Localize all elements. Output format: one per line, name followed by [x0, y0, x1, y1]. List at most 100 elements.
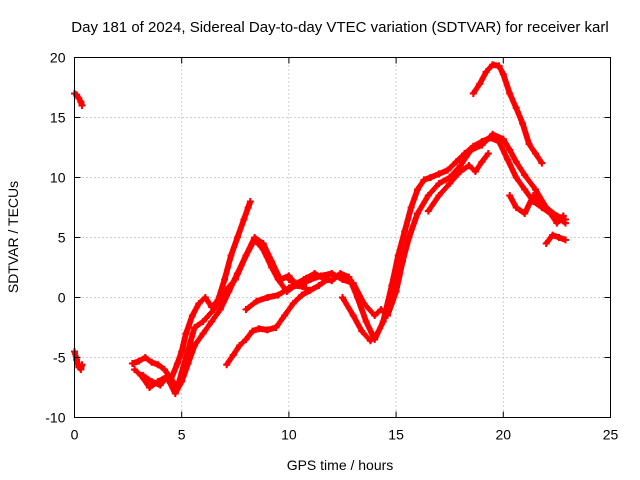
- data-point: [478, 141, 486, 149]
- data-point: [78, 102, 86, 109]
- data-point: [317, 272, 325, 280]
- data-point: [444, 166, 452, 174]
- data-point: [414, 210, 421, 217]
- data-point: [242, 252, 250, 259]
- data-point: [274, 291, 282, 299]
- data-point: [529, 192, 537, 199]
- data-point: [199, 330, 207, 337]
- y-axis-label: SDTVAR / TECUs: [5, 181, 21, 293]
- data-point: [384, 312, 391, 319]
- data-point: [542, 240, 550, 247]
- data-point: [426, 174, 434, 181]
- data-point: [512, 174, 520, 181]
- data-point: [156, 381, 164, 389]
- data-point: [236, 342, 244, 349]
- data-point: [401, 228, 409, 235]
- data-point: [173, 384, 181, 391]
- data-point: [469, 90, 477, 97]
- data-point: [242, 306, 250, 313]
- data-point: [538, 159, 546, 167]
- data-point: [264, 326, 271, 334]
- data-point: [173, 360, 181, 367]
- data-point: [328, 270, 336, 277]
- data-point: [499, 70, 507, 78]
- data-point: [251, 234, 259, 241]
- data-point: [360, 300, 368, 307]
- data-point: [362, 318, 370, 325]
- data-point: [562, 236, 569, 244]
- data-point: [547, 210, 554, 217]
- y-tick-label: 10: [50, 170, 66, 186]
- data-point: [249, 327, 256, 335]
- data-point: [298, 291, 306, 299]
- x-tick-label: 10: [281, 427, 297, 443]
- series-track-12: [506, 192, 567, 227]
- data-point: [182, 354, 190, 361]
- data-point: [154, 361, 162, 369]
- data-point: [435, 180, 443, 187]
- y-tick-label: -10: [45, 410, 65, 426]
- data-point: [208, 318, 216, 325]
- data-point: [373, 330, 381, 337]
- data-point: [131, 366, 138, 373]
- x-axis-label: GPS time / hours: [287, 457, 394, 473]
- x-tick-label: 0: [71, 427, 79, 443]
- data-point: [148, 358, 156, 366]
- data-point: [414, 186, 421, 193]
- series-track-10: [424, 150, 492, 215]
- data-point: [471, 168, 479, 175]
- data-point: [495, 62, 503, 70]
- data-point: [191, 324, 199, 331]
- data-point: [244, 204, 252, 211]
- data-point: [476, 80, 484, 88]
- data-point: [135, 357, 143, 365]
- data-point: [521, 210, 529, 217]
- data-point: [512, 204, 520, 211]
- data-point: [371, 312, 379, 319]
- data-point: [538, 198, 546, 205]
- data-point: [289, 300, 297, 307]
- data-point: [349, 279, 357, 287]
- data-point: [521, 186, 529, 193]
- data-point: [195, 300, 203, 307]
- data-point: [231, 276, 239, 283]
- series-track-13: [542, 231, 569, 247]
- data-point: [139, 372, 147, 379]
- data-point: [407, 204, 415, 211]
- data-point: [328, 277, 336, 285]
- data-point: [452, 158, 460, 166]
- data-point: [405, 234, 413, 241]
- data-point: [128, 360, 136, 367]
- data-point: [484, 150, 492, 157]
- data-point: [467, 146, 475, 154]
- data-point: [424, 207, 432, 215]
- data-point: [182, 330, 190, 337]
- data-point: [532, 150, 539, 157]
- data-point: [499, 135, 507, 143]
- data-point: [306, 276, 314, 283]
- data-point: [489, 61, 497, 69]
- axis-ticks: 0 5 10 15 20 25 -10 -5 0 5 10 15 20: [45, 50, 618, 443]
- data-point: [240, 216, 248, 223]
- data-point: [506, 90, 514, 97]
- data-point: [161, 366, 168, 373]
- data-point: [482, 68, 490, 76]
- data-point: [216, 306, 224, 313]
- data-point: [78, 361, 86, 369]
- data-point: [349, 312, 357, 319]
- data-point: [399, 258, 406, 265]
- data-point: [435, 192, 443, 199]
- data-point: [171, 390, 179, 397]
- data-point: [366, 337, 374, 345]
- data-point: [306, 286, 314, 294]
- data-point: [246, 198, 254, 205]
- data-point: [229, 351, 237, 359]
- data-point: [285, 284, 293, 292]
- data-point: [315, 282, 323, 289]
- data-point: [379, 318, 387, 325]
- data-point: [506, 192, 514, 199]
- data-point: [285, 276, 293, 283]
- data-point: [210, 306, 218, 313]
- x-tick-label: 15: [388, 427, 404, 443]
